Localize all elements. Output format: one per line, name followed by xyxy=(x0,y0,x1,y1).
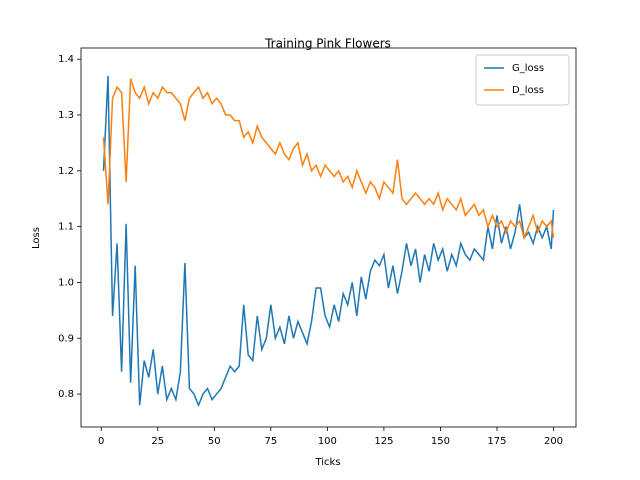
chart-title: Training Pink Flowers xyxy=(264,37,391,51)
y-tick-label: 1.2 xyxy=(58,166,74,177)
y-tick-label: 1.3 xyxy=(58,110,74,121)
x-tick-label: 25 xyxy=(151,436,164,447)
x-tick-label: 150 xyxy=(431,436,450,447)
y-tick-label: 0.8 xyxy=(58,389,74,400)
y-tick-label: 1.1 xyxy=(58,222,74,233)
x-tick-label: 125 xyxy=(374,436,393,447)
line xyxy=(102,75,555,408)
legend-label: G_loss xyxy=(512,63,544,74)
line xyxy=(102,78,555,241)
x-tick-label: 0 xyxy=(98,436,104,447)
y-tick-label: 1.0 xyxy=(58,277,74,288)
x-tick-label: 50 xyxy=(208,436,221,447)
x-tick-label: 175 xyxy=(487,436,506,447)
x-tick-label: 200 xyxy=(544,436,563,447)
legend-label: D_loss xyxy=(512,85,544,96)
x-axis-label: Ticks xyxy=(314,457,340,468)
x-tick-label: 100 xyxy=(318,436,337,447)
axes-frame xyxy=(80,47,577,428)
y-tick-label: 0.9 xyxy=(58,333,74,344)
y-tick-label: 1.4 xyxy=(58,54,74,65)
x-tick-label: 75 xyxy=(264,436,277,447)
y-axis-label: Loss xyxy=(31,227,42,249)
